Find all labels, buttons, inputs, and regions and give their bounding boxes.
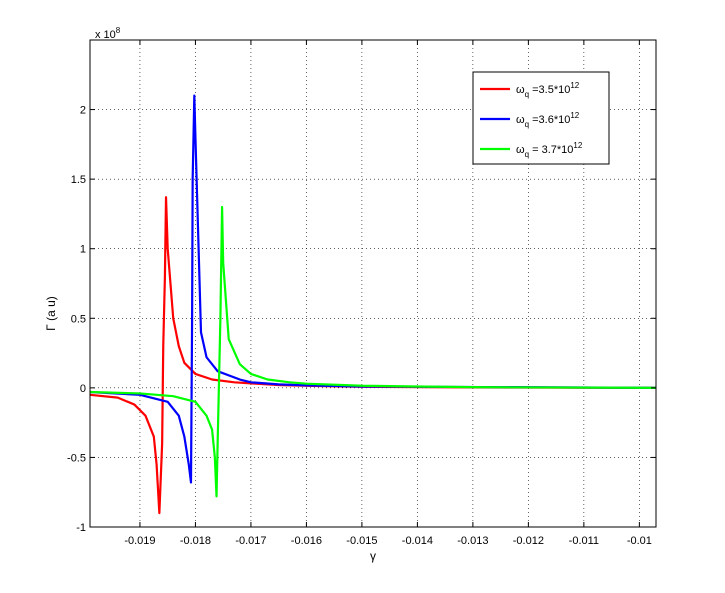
x-tick-label: -0.014 (402, 535, 433, 547)
series-line-3 (89, 205, 657, 498)
y-tick-label: 1.5 (71, 174, 86, 186)
x-tick-label: -0.015 (346, 535, 377, 547)
tick-marks (90, 40, 656, 528)
legend-entry-3: ωq = 3.7*1012 (516, 141, 583, 159)
x-tick-label: -0.018 (180, 535, 211, 547)
x-tick-label: -0.01 (627, 535, 652, 547)
x-tick-label: -0.011 (569, 535, 599, 547)
series-line-2 (89, 94, 657, 484)
plot-frame (89, 39, 657, 528)
series-layer (89, 94, 657, 515)
x-tick-label: -0.016 (291, 535, 322, 547)
x-axis-label: γ (370, 549, 376, 563)
y-tick-label: 2 (80, 105, 86, 117)
legend-entry-2: ωq =3.6*1012 (516, 111, 580, 129)
legend: ωq =3.5*1012 ωq =3.6*1012 ωq = 3.7*1012 (472, 71, 610, 165)
legend-entry-1: ωq =3.5*1012 (516, 81, 580, 99)
x-tick-label: -0.017 (235, 535, 266, 547)
y-tick-label: 0.5 (71, 313, 86, 325)
y-tick-label: 0 (80, 383, 86, 395)
y-axis-label: Γ (a u) (44, 296, 58, 331)
series-line-1 (89, 196, 657, 515)
y-exponent-label: x 108 (95, 26, 121, 41)
x-tick-label: -0.013 (457, 535, 488, 547)
y-tick-label: 1 (80, 244, 86, 256)
x-tick-label: -0.012 (513, 535, 544, 547)
x-tick-label: -0.019 (124, 535, 155, 547)
tick-labels: -0.019 -0.018 -0.017 -0.016 -0.015 -0.014 -0.0… (67, 105, 652, 547)
y-tick-label: -1 (76, 522, 86, 534)
y-tick-label: -0.5 (67, 452, 86, 464)
